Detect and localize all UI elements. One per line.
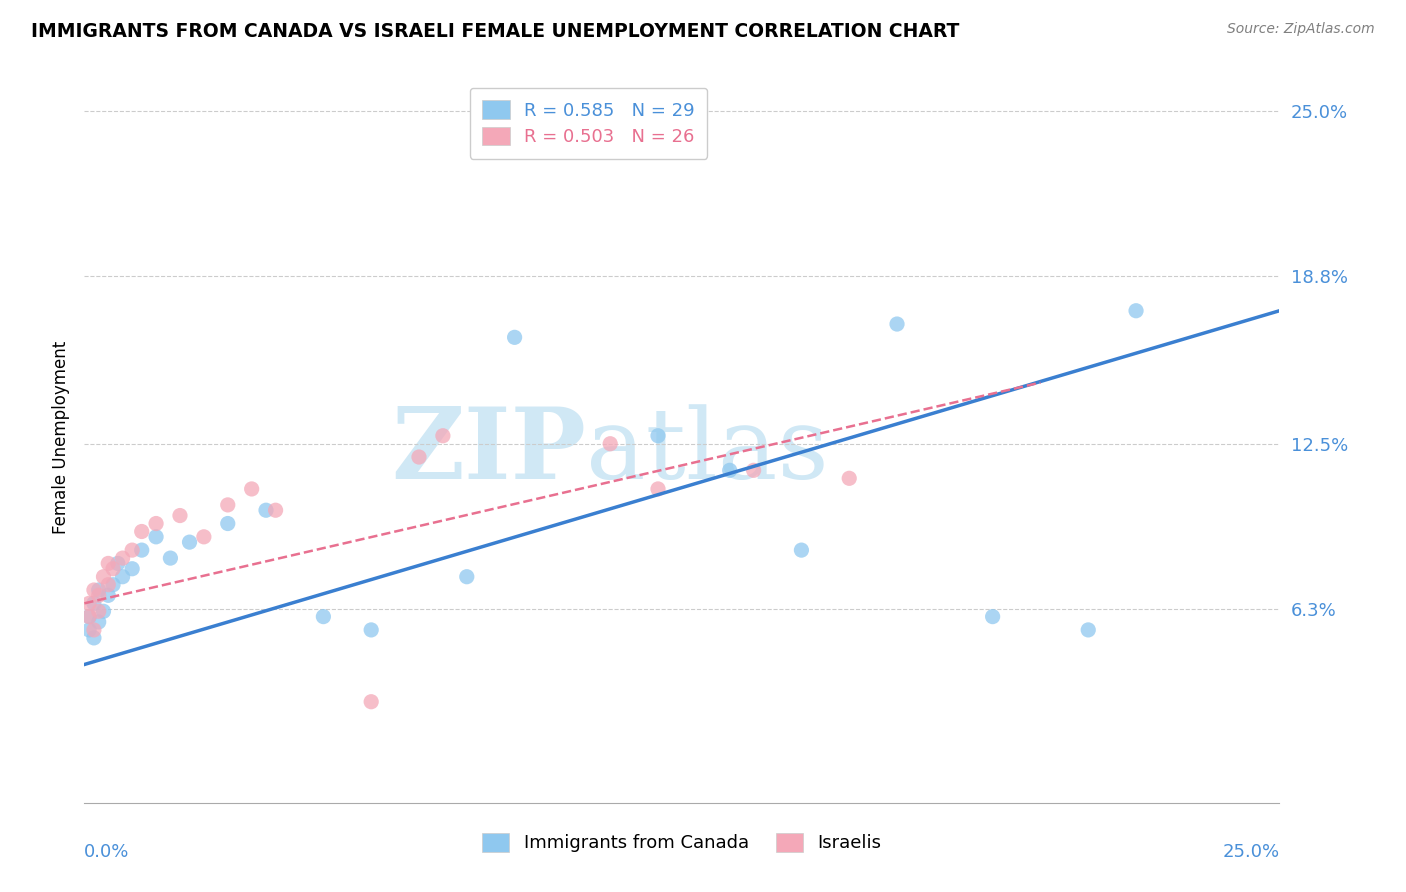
Point: [145, 516, 167, 531]
Point: [131, 543, 153, 558]
Text: 25.0%: 25.0%: [1222, 843, 1279, 861]
Text: 0.0%: 0.0%: [84, 843, 129, 861]
Point: [121, 562, 143, 576]
Point: [981, 609, 1004, 624]
Point: [83, 623, 105, 637]
Point: [360, 695, 382, 709]
Point: [432, 429, 454, 443]
Point: [1125, 303, 1147, 318]
Point: [87, 604, 110, 618]
Point: [121, 543, 143, 558]
Legend: Immigrants from Canada, Israelis: Immigrants from Canada, Israelis: [475, 826, 889, 860]
Text: IMMIGRANTS FROM CANADA VS ISRAELI FEMALE UNEMPLOYMENT CORRELATION CHART: IMMIGRANTS FROM CANADA VS ISRAELI FEMALE…: [31, 22, 959, 41]
Point: [87, 588, 110, 602]
Point: [131, 524, 153, 539]
Point: [264, 503, 287, 517]
Point: [77, 609, 100, 624]
Y-axis label: Female Unemployment: Female Unemployment: [52, 341, 70, 533]
Point: [312, 609, 335, 624]
Point: [217, 516, 239, 531]
Point: [159, 551, 181, 566]
Point: [77, 623, 100, 637]
Point: [647, 482, 669, 496]
Point: [790, 543, 813, 558]
Point: [169, 508, 191, 523]
Point: [360, 623, 382, 637]
Point: [503, 330, 526, 344]
Point: [97, 557, 120, 571]
Point: [838, 471, 860, 485]
Point: [111, 570, 134, 584]
Text: ZIP: ZIP: [391, 403, 586, 500]
Point: [599, 436, 621, 450]
Point: [718, 463, 741, 477]
Point: [193, 530, 215, 544]
Point: [93, 604, 115, 618]
Point: [87, 615, 110, 629]
Point: [145, 530, 167, 544]
Point: [83, 596, 105, 610]
Text: Source: ZipAtlas.com: Source: ZipAtlas.com: [1227, 22, 1375, 37]
Text: atlas: atlas: [586, 404, 830, 500]
Point: [87, 582, 110, 597]
Point: [97, 588, 120, 602]
Point: [742, 463, 765, 477]
Point: [886, 317, 908, 331]
Point: [93, 570, 115, 584]
Point: [240, 482, 263, 496]
Point: [83, 582, 105, 597]
Point: [647, 429, 669, 443]
Point: [83, 631, 105, 645]
Point: [101, 577, 124, 591]
Point: [77, 609, 100, 624]
Point: [254, 503, 277, 517]
Point: [1077, 623, 1099, 637]
Point: [179, 535, 201, 549]
Point: [77, 596, 100, 610]
Point: [408, 450, 430, 464]
Point: [101, 562, 124, 576]
Point: [217, 498, 239, 512]
Point: [97, 577, 120, 591]
Point: [107, 557, 129, 571]
Point: [456, 570, 478, 584]
Point: [111, 551, 134, 566]
